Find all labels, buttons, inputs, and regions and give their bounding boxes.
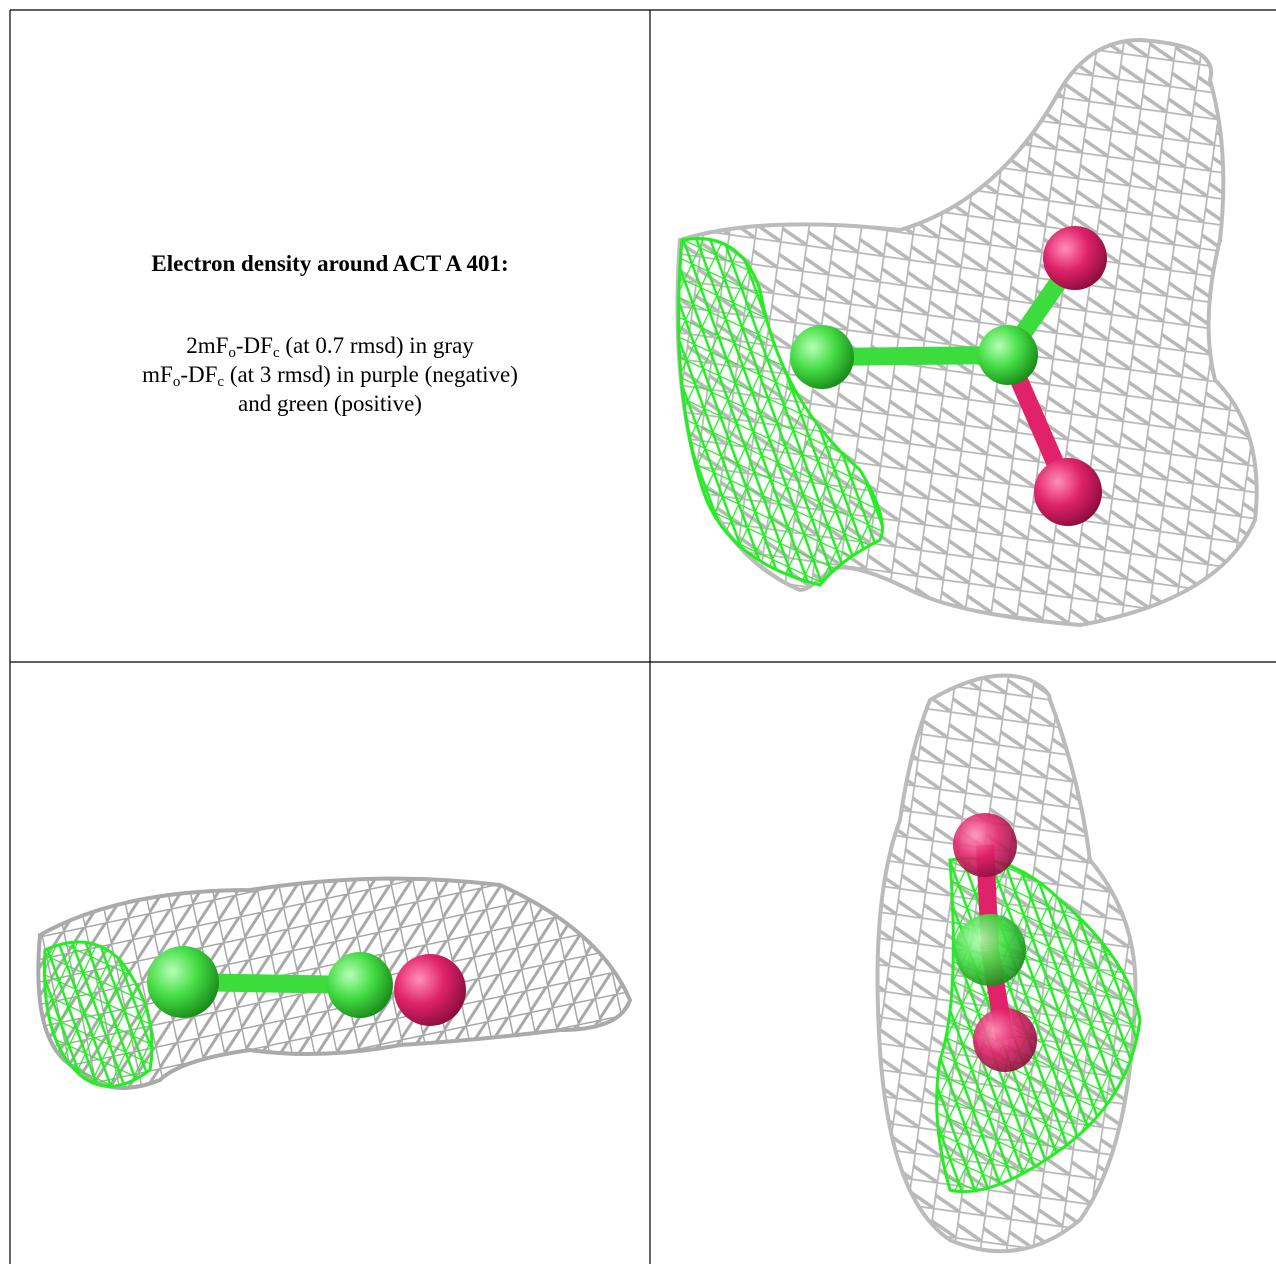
caption-line: mFo-DFc (at 3 rmsd) in purple (negative)	[11, 362, 649, 391]
table-borders	[9, 9, 1276, 1264]
text: (at 0.7 rmsd) in gray	[279, 333, 474, 358]
text: -DF	[180, 362, 218, 387]
text: mF	[142, 362, 173, 387]
caption-title: Electron density around ACT A 401:	[151, 251, 509, 276]
density-view-1	[675, 37, 1259, 628]
text: -DF	[235, 333, 273, 358]
caption: Electron density around ACT A 401: 2mFo-…	[11, 11, 649, 661]
subscript: c	[217, 374, 225, 390]
density-view-2	[36, 876, 633, 1090]
text: (at 3 rmsd) in purple (negative)	[224, 362, 518, 387]
subscript: o	[228, 345, 236, 361]
density-view-3	[875, 673, 1142, 1254]
caption-line: 2mFo-DFc (at 0.7 rmsd) in gray	[11, 333, 649, 362]
subscript: o	[172, 374, 181, 390]
caption-line: and green (positive)	[238, 391, 422, 416]
subscript: c	[272, 345, 280, 361]
text: 2mF	[186, 333, 229, 358]
